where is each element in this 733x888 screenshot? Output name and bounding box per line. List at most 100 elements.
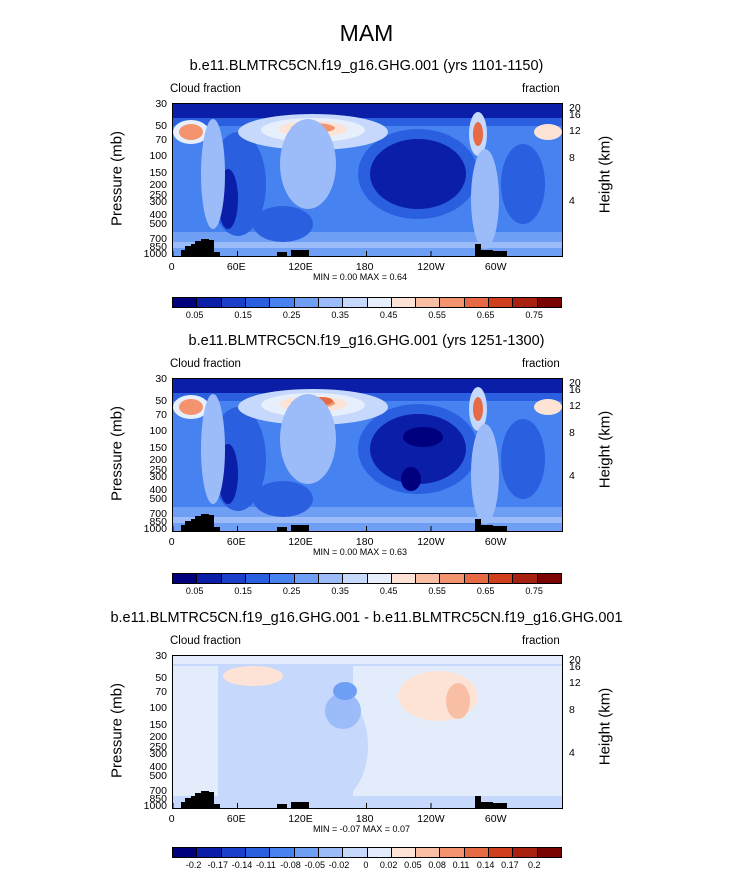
y-tick-label: 200 xyxy=(149,179,167,192)
y-tick-label: 50 xyxy=(155,119,167,132)
topography xyxy=(475,796,481,808)
contour-field xyxy=(173,656,562,808)
colorbar xyxy=(172,297,562,308)
y-tick-label: 150 xyxy=(149,718,167,731)
contour-region xyxy=(370,414,466,484)
topography xyxy=(214,252,220,256)
x-tick-label: 120E xyxy=(288,536,313,548)
colorbar-label: 0.08 xyxy=(428,860,446,870)
height-tick-label: 20 xyxy=(569,377,581,389)
contour-region xyxy=(179,124,203,140)
y-tick-label: 1000 xyxy=(143,523,167,535)
colorbar-swatch xyxy=(318,298,344,307)
colorbar-swatch xyxy=(537,298,561,307)
colorbar-swatch xyxy=(294,848,319,857)
colorbar-swatch xyxy=(367,298,392,307)
y-tick-label: 30 xyxy=(155,98,167,110)
y-tick-label: 300 xyxy=(149,748,167,761)
colorbar-swatch xyxy=(391,298,417,307)
contour-region xyxy=(403,427,443,447)
topography xyxy=(181,525,185,531)
x-tick-label: 60W xyxy=(484,261,507,273)
x-tick-label: 120W xyxy=(417,261,445,273)
y-tick-label: 500 xyxy=(149,493,167,506)
y-axis-title: Pressure (mb) xyxy=(108,405,126,502)
colorbar-swatch xyxy=(318,848,344,857)
y-tick-label: 700 xyxy=(149,232,167,245)
x-tick-label: 120W xyxy=(417,813,445,825)
topography xyxy=(201,791,209,808)
height-tick-label: 20 xyxy=(569,654,581,666)
colorbar-label: 0 xyxy=(363,860,369,870)
colorbar-label: 0.14 xyxy=(476,860,495,870)
contour-region xyxy=(201,119,225,229)
y-tick-label: 300 xyxy=(149,471,167,484)
plot-area xyxy=(172,655,563,809)
chart-title: b.e11.BLMTRC5CN.f19_g16.GHG.001 (yrs 110… xyxy=(189,58,544,74)
topography xyxy=(475,244,481,256)
colorbar-swatch xyxy=(489,298,514,307)
topography xyxy=(214,804,220,808)
colorbar-label: 0.25 xyxy=(282,310,301,320)
topography xyxy=(277,252,287,256)
colorbar-swatch xyxy=(173,848,198,857)
y-tick-label: 30 xyxy=(155,650,167,662)
colorbar-label: -0.2 xyxy=(185,860,202,870)
topography xyxy=(201,239,209,256)
plot-area xyxy=(172,378,563,532)
topography xyxy=(291,250,309,256)
y-tick-label: 150 xyxy=(149,441,167,454)
plot-area xyxy=(172,103,563,257)
y-tick-label: 850 xyxy=(149,516,167,529)
colorbar-label: 0.17 xyxy=(501,860,519,870)
x-tick-label: 120E xyxy=(288,261,313,273)
colorbar-swatch xyxy=(391,848,417,857)
colorbar-swatch xyxy=(343,574,368,583)
colorbar-swatch xyxy=(197,574,222,583)
colorbar-swatch xyxy=(173,298,198,307)
colorbar-label: 0.15 xyxy=(234,310,252,320)
colorbar-swatch xyxy=(513,848,538,857)
height-tick-label: 20 xyxy=(569,102,581,114)
topography xyxy=(475,519,481,531)
x-tick-label: 180 xyxy=(355,536,374,548)
colorbar-swatch xyxy=(270,298,295,307)
topography xyxy=(181,802,185,808)
right-string: fraction xyxy=(522,358,560,370)
colorbar-label: 0.45 xyxy=(379,310,398,320)
left-string: Cloud fraction xyxy=(170,83,241,95)
colorbar-label: 0.35 xyxy=(331,310,349,320)
left-string: Cloud fraction xyxy=(170,358,241,370)
colorbar-swatch xyxy=(489,848,514,857)
min-max-label: MIN = -0.07 MAX = 0.07 xyxy=(313,824,411,834)
contour-region xyxy=(534,399,562,415)
colorbar-swatch xyxy=(173,574,198,583)
contour-region xyxy=(534,124,562,140)
colorbar-label: 0.65 xyxy=(476,586,495,596)
contour-region xyxy=(280,119,336,209)
min-max-label: MIN = 0.00 MAX = 0.64 xyxy=(313,272,408,282)
colorbar-swatch xyxy=(464,574,490,583)
topography xyxy=(209,515,214,531)
y-tick-label: 70 xyxy=(155,409,167,422)
chart-title: b.e11.BLMTRC5CN.f19_g16.GHG.001 (yrs 125… xyxy=(188,333,545,349)
colorbar-swatch xyxy=(245,298,271,307)
y-tick-label: 500 xyxy=(149,218,167,231)
topography xyxy=(191,796,195,808)
colorbar-swatch xyxy=(197,298,222,307)
colorbar-swatch xyxy=(537,848,561,857)
x-tick-label: 60E xyxy=(226,536,246,548)
topography xyxy=(209,792,214,808)
height-tick-label: 16 xyxy=(569,384,581,396)
topography xyxy=(201,514,209,531)
topography xyxy=(277,527,287,531)
colorbar-swatch xyxy=(416,848,441,857)
y-tick-label: 400 xyxy=(149,208,167,221)
colorbar-label: 0.45 xyxy=(379,586,398,596)
x-tick-label: 120E xyxy=(288,813,313,825)
topography xyxy=(191,244,195,256)
colorbar-label: 0.05 xyxy=(185,310,204,320)
height-tick-label: 12 xyxy=(569,400,581,412)
y-tick-label: 400 xyxy=(149,760,167,773)
x-tick-label: 0 xyxy=(168,261,175,273)
